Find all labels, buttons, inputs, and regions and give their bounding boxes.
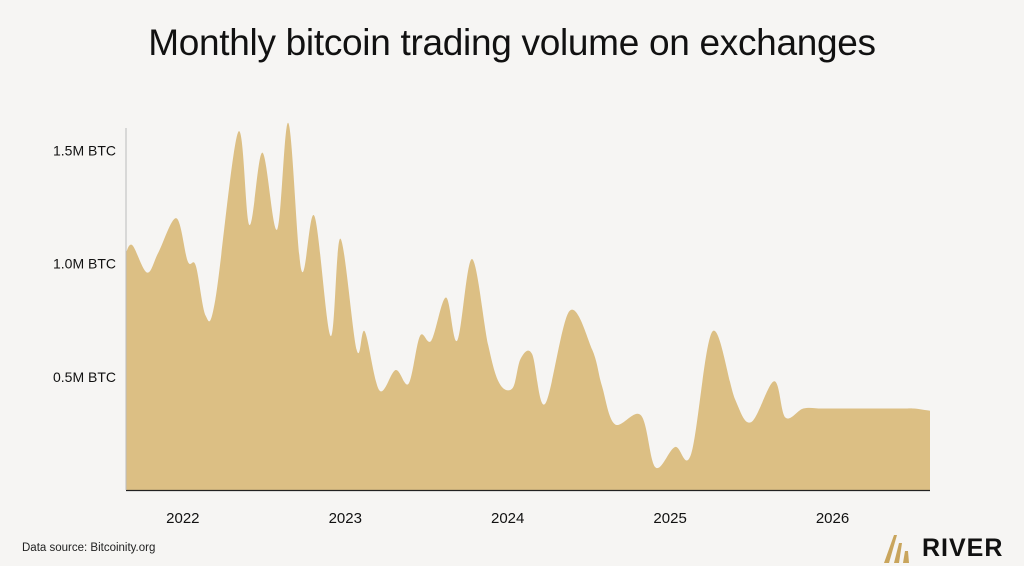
page-title: Monthly bitcoin trading volume on exchan… [148,22,876,63]
x-tick-label: 2022 [166,510,199,527]
brand: RIVER [880,533,1003,563]
y-tick-label: 1.0M BTC [53,256,116,272]
brand-name: RIVER [922,533,1004,562]
x-axis-ticks: 2022 2023 2024 2025 2026 [166,510,849,527]
river-logo-icon [884,535,909,563]
y-axis-ticks: 0.5M BTC 1.0M BTC 1.5M BTC [53,142,116,384]
x-tick-label: 2026 [816,510,849,527]
data-source-note: Data source: Bitcoinity.org [22,542,156,554]
y-tick-label: 1.5M BTC [53,142,116,158]
y-tick-label: 0.5M BTC [53,369,116,385]
volume-area [126,122,930,490]
x-tick-label: 2023 [329,510,362,527]
x-tick-label: 2024 [491,510,524,527]
x-tick-label: 2025 [653,510,686,527]
